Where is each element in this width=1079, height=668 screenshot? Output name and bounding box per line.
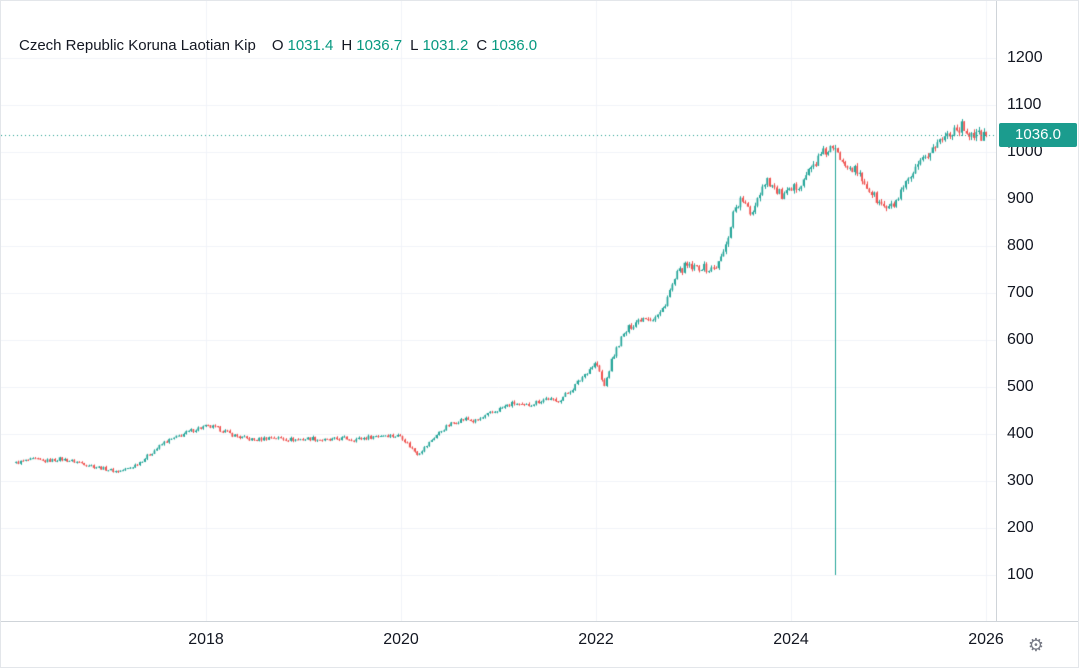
candlestick-chart[interactable]: Czech Republic Koruna Laotian Kip O 1031.4… — [1, 1, 996, 621]
price-tick-label: 900 — [1007, 190, 1034, 207]
open-value: 1031.4 — [287, 37, 334, 54]
low-label: L — [410, 37, 419, 54]
price-tick-label: 400 — [1007, 425, 1034, 442]
axis-settings-corner: ⚙ — [994, 621, 1078, 667]
time-tick-label: 2020 — [383, 631, 419, 648]
close-value: 1036.0 — [491, 37, 538, 54]
time-tick-label: 2022 — [578, 631, 614, 648]
chart-legend: Czech Republic Koruna Laotian Kip O 1031.4… — [19, 37, 537, 54]
price-axis[interactable]: 1200 1100 1000 900 800 700 600 500 400 300 200 100 … — [996, 1, 1078, 621]
price-tick-label: 1200 — [1007, 49, 1043, 66]
open-label: O — [271, 37, 284, 54]
time-tick-label: 2018 — [188, 631, 224, 648]
close-label: C — [476, 37, 488, 54]
time-axis[interactable]: 2018 2020 2022 2024 2026 — [1, 621, 1078, 667]
price-tick-label: 600 — [1007, 331, 1034, 348]
symbol-name: Czech Republic Koruna Laotian Kip — [19, 37, 256, 54]
price-tick-label: 800 — [1007, 237, 1034, 254]
price-tick-label: 100 — [1007, 566, 1034, 583]
time-tick-label: 2026 — [968, 631, 1004, 648]
price-tick-label: 300 — [1007, 472, 1034, 489]
high-value: 1036.7 — [356, 37, 403, 54]
time-tick-label: 2024 — [773, 631, 809, 648]
price-tick-label: 1100 — [1007, 96, 1042, 113]
price-tick-label: 500 — [1007, 378, 1034, 395]
high-label: H — [341, 37, 353, 54]
chart-canvas[interactable] — [1, 1, 996, 621]
settings-gear-icon[interactable]: ⚙ — [1027, 635, 1045, 655]
price-tick-label: 1000 — [1007, 143, 1043, 160]
price-tick-label: 700 — [1007, 284, 1034, 301]
last-price-label: 1036.0 — [999, 123, 1077, 148]
price-tick-label: 200 — [1007, 519, 1034, 536]
low-value: 1031.2 — [422, 37, 469, 54]
